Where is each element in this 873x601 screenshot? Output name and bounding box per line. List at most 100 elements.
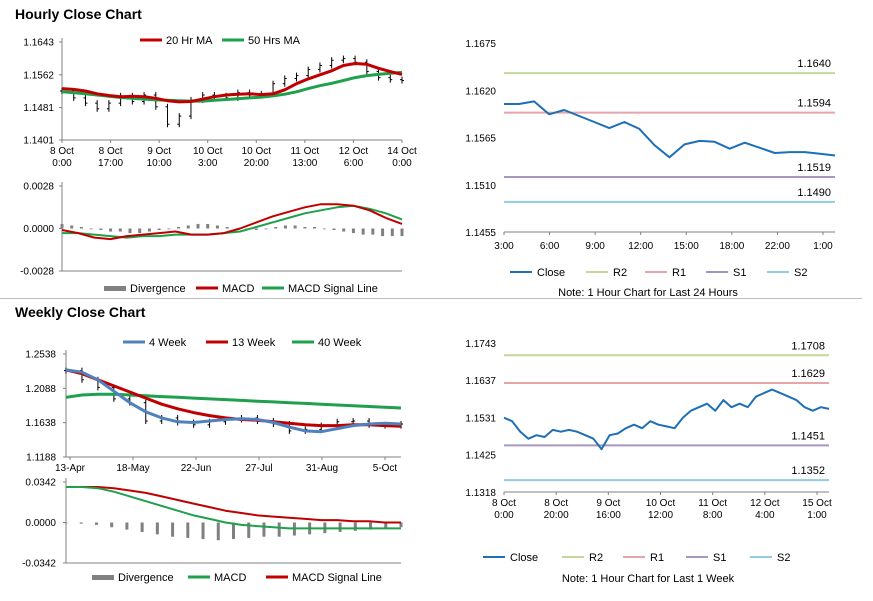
hourly-divergence-bar [390, 228, 394, 237]
hourly-section-title: Hourly Close Chart [15, 6, 142, 22]
hourly-divergence-bar [128, 228, 132, 234]
weekly-divergence-bar [94, 522, 98, 525]
hourly-levels-x-tick-label: 18:00 [719, 241, 744, 252]
hourly-divergence-bar [109, 228, 113, 232]
weekly-price-y-tick-label: 1.1638 [25, 418, 56, 429]
hourly-divergence-bar [89, 228, 93, 230]
weekly-levels-legend-label: R2 [589, 552, 603, 564]
hourly-levels-level-label: 1.1594 [797, 98, 831, 110]
weekly-divergence-bar [384, 522, 388, 529]
hourly-levels-close-line [504, 100, 836, 159]
weekly-macd-legend-label: Divergence [118, 572, 174, 584]
weekly-levels-x-tick-label: 8 Oct [544, 498, 568, 509]
hourly-price-y-tick-label: 1.1562 [23, 70, 54, 81]
weekly-levels-x-tick-label: 10 Oct [646, 498, 676, 509]
hourly-levels-level-label: 1.1640 [797, 58, 831, 70]
hourly-divergence-bar [283, 225, 287, 229]
weekly-divergence-bar [155, 522, 159, 535]
hourly-levels-y-tick-label: 1.1565 [465, 134, 496, 145]
weekly-levels-x-tick-label: 12:00 [648, 510, 673, 521]
weekly-price-legend-label: 13 Week [232, 337, 276, 349]
weekly-levels-x-tick-label: 8:00 [703, 510, 723, 521]
weekly-divergence-bar [125, 522, 129, 530]
weekly-price-x-tick-label: 27-Jul [245, 463, 272, 474]
hourly-levels-legend-label: R2 [613, 267, 627, 279]
hourly-price-x-tick-label: 6:00 [344, 158, 364, 169]
weekly-levels-level-label: 1.1352 [791, 465, 825, 477]
weekly-levels-x-tick-label: 12 Oct [750, 498, 780, 509]
weekly-levels-x-tick-label: 8 Oct [492, 498, 516, 509]
weekly-levels-x-tick-label: 11 Oct [698, 498, 727, 509]
weekly-price-x-tick-label: 5-Oct [373, 463, 398, 474]
hourly-divergence-bar [167, 228, 171, 230]
hourly-divergence-bar [361, 228, 365, 235]
weekly-divergence-bar [201, 522, 205, 540]
weekly-macd-plot: 0.0342 0.0000 -0.0342 Divergence MACD MACD Si… [22, 478, 403, 584]
hourly-divergence-bar [147, 228, 151, 232]
weekly-divergence-bar [186, 522, 190, 538]
hourly-price-x-tick-label: 3:00 [198, 158, 218, 169]
weekly-levels-y-tick-label: 1.1531 [465, 413, 496, 424]
hourly-price-x-tick-label: 17:00 [98, 158, 123, 169]
hourly-levels-level-label: 1.1519 [797, 162, 831, 174]
weekly-price-legend-label: 4 Week [149, 337, 187, 349]
weekly-price-x-tick-label: 22-Jun [181, 463, 212, 474]
hourly-price-x-tick-label: 8 Oct [50, 146, 74, 157]
hourly-signal-line [62, 204, 403, 239]
weekly-levels-legend-label: R1 [650, 552, 664, 564]
hourly-levels-y-tick-label: 1.1510 [465, 181, 496, 192]
hourly-divergence-bar [118, 228, 122, 232]
hourly-divergence-bar [313, 226, 317, 229]
hourly-levels-y-tick-label: 1.1620 [465, 86, 496, 97]
hourly-price-x-tick-label: 11 Oct [290, 146, 319, 157]
hourly-divergence-bar [225, 226, 229, 229]
hourly-price-y-tick-label: 1.1481 [23, 103, 54, 114]
hourly-macd-legend-label: MACD [222, 283, 254, 295]
weekly-divergence-bar [399, 522, 403, 528]
hourly-divergence-bar [332, 228, 336, 231]
section-divider [0, 298, 862, 299]
hourly-divergence-bar [186, 225, 190, 229]
weekly-price-x-tick-label: 31-Aug [306, 463, 338, 474]
hourly-macd-y-tick-label: 0.0028 [23, 182, 54, 193]
weekly-price-legend-label: 40 Week [318, 337, 362, 349]
hourly-levels-x-tick-label: 3:00 [494, 241, 514, 252]
weekly-divergence-bar [79, 522, 83, 524]
hourly-divergence-bar [99, 228, 103, 231]
weekly-levels-x-tick-label: 16:00 [596, 510, 621, 521]
weekly-levels-legend-label: Close [510, 552, 538, 564]
weekly-price-y-tick-label: 1.2088 [25, 384, 56, 395]
hourly-divergence-bar [70, 225, 74, 229]
weekly-levels-y-tick-label: 1.1425 [465, 450, 496, 461]
hourly-levels-x-tick-label: 6:00 [540, 241, 560, 252]
hourly-levels-legend-label: Close [537, 267, 565, 279]
hourly-divergence-bar [371, 228, 375, 235]
hourly-macd-y-tick-label: -0.0028 [20, 267, 54, 278]
hourly-price-y-tick-label: 1.1401 [23, 136, 54, 147]
hourly-macd-legend-label: MACD Signal Line [288, 283, 378, 295]
hourly-price-x-tick-label: 10 Oct [242, 146, 272, 157]
hourly-price-x-tick-label: 20:00 [244, 158, 269, 169]
hourly-price-legend-label: 20 Hr MA [166, 35, 213, 47]
weekly-price-y-tick-label: 1.2538 [25, 350, 56, 361]
weekly-levels-level-label: 1.1629 [791, 368, 825, 380]
weekly-levels-y-tick-label: 1.1637 [465, 376, 496, 387]
weekly-section-title: Weekly Close Chart [15, 304, 146, 320]
hourly-divergence-bar [215, 225, 219, 229]
hourly-levels-x-tick-label: 9:00 [585, 241, 605, 252]
weekly-macd-line [66, 486, 401, 530]
weekly-levels-close-line [503, 388, 830, 451]
weekly-levels-x-tick-label: 15 Oct [802, 498, 832, 509]
hourly-price-x-tick-label: 14 Oct [387, 146, 417, 157]
weekly-divergence-bar [216, 522, 220, 541]
hourly-price-legend-label: 50 Hrs MA [248, 35, 301, 47]
weekly-40w-line [65, 392, 402, 410]
weekly-divergence-bar [353, 522, 357, 531]
hourly-divergence-bar [196, 223, 200, 229]
weekly-levels-y-tick-label: 1.1743 [465, 339, 496, 350]
hourly-levels-note: Note: 1 Hour Chart for Last 24 Hours [558, 287, 738, 299]
weekly-macd-y-tick-label: 0.0342 [25, 478, 56, 489]
